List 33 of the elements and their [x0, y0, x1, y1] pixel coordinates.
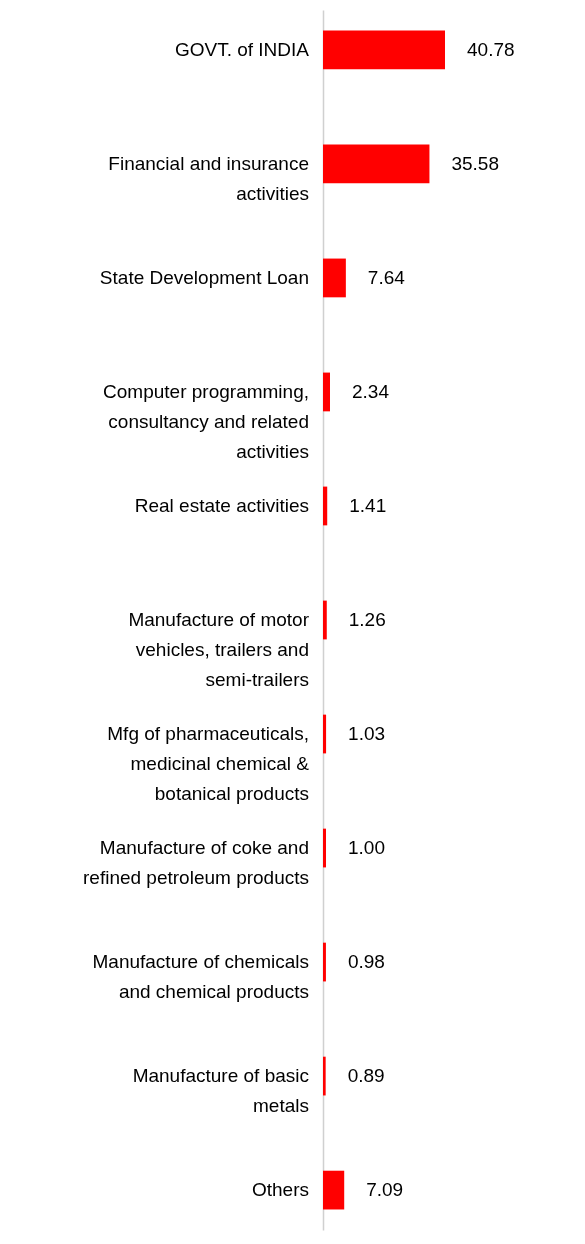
data-label: 40.78 — [467, 38, 515, 60]
y-tick-label: Others — [251, 1179, 309, 1201]
y-tick-label: Manufacture of chemicals and chemical products — [92, 951, 309, 1003]
bar — [323, 144, 430, 184]
bar — [323, 600, 327, 640]
y-tick-label: Financial and insurance activities — [108, 152, 309, 204]
data-label: 1.41 — [349, 494, 387, 516]
y-tick-label: Real estate activities — [134, 494, 309, 516]
bar — [323, 828, 326, 868]
bar — [323, 258, 346, 298]
bar — [323, 1056, 326, 1096]
data-label: 0.98 — [347, 951, 385, 973]
bar — [323, 30, 445, 70]
data-label: 7.64 — [367, 266, 406, 288]
y-tick-label: Computer programming, consultancy and related activities — [103, 380, 309, 462]
bar — [323, 714, 327, 754]
bar — [323, 942, 326, 982]
data-label: 2.34 — [352, 380, 390, 402]
y-tick-label: Mfg of pharmaceuticals, medicinal chemical & botanical products — [107, 723, 310, 805]
bar — [323, 486, 328, 526]
data-label: 35.58 — [451, 152, 499, 174]
data-label: 0.89 — [347, 1065, 385, 1087]
y-tick-label: State Development Loan — [99, 266, 309, 288]
y-tick-label: GOVT. of INDIA — [174, 38, 310, 60]
bar — [323, 372, 330, 412]
y-tick-label: Manufacture of motor vehicles, trailers and semi-trailers — [128, 609, 310, 690]
bar — [323, 1170, 345, 1210]
data-label: 1.03 — [348, 723, 386, 745]
y-tick-label: Manufacture of coke and refined petroleum products — [82, 837, 309, 889]
data-label: 7.09 — [366, 1179, 404, 1201]
y-tick-label: Manufacture of basic metals — [132, 1065, 309, 1117]
data-label: 1.00 — [347, 837, 385, 859]
data-label: 1.26 — [348, 609, 386, 630]
